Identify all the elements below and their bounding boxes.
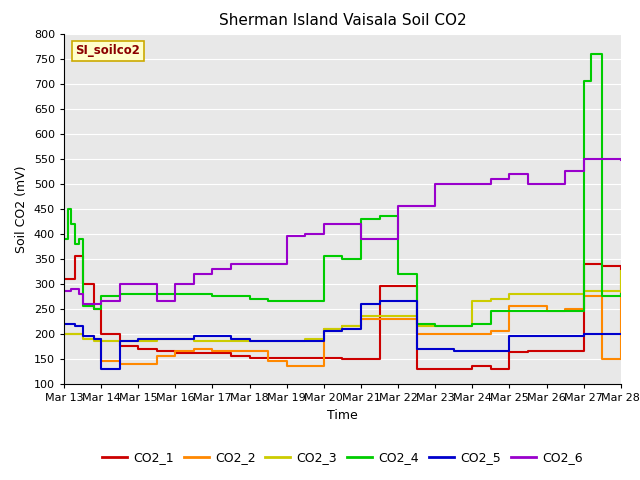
Title: Sherman Island Vaisala Soil CO2: Sherman Island Vaisala Soil CO2 (219, 13, 466, 28)
Text: SI_soilco2: SI_soilco2 (75, 44, 140, 57)
Y-axis label: Soil CO2 (mV): Soil CO2 (mV) (15, 165, 28, 252)
X-axis label: Time: Time (327, 408, 358, 421)
Legend: CO2_1, CO2_2, CO2_3, CO2_4, CO2_5, CO2_6: CO2_1, CO2_2, CO2_3, CO2_4, CO2_5, CO2_6 (97, 446, 588, 469)
